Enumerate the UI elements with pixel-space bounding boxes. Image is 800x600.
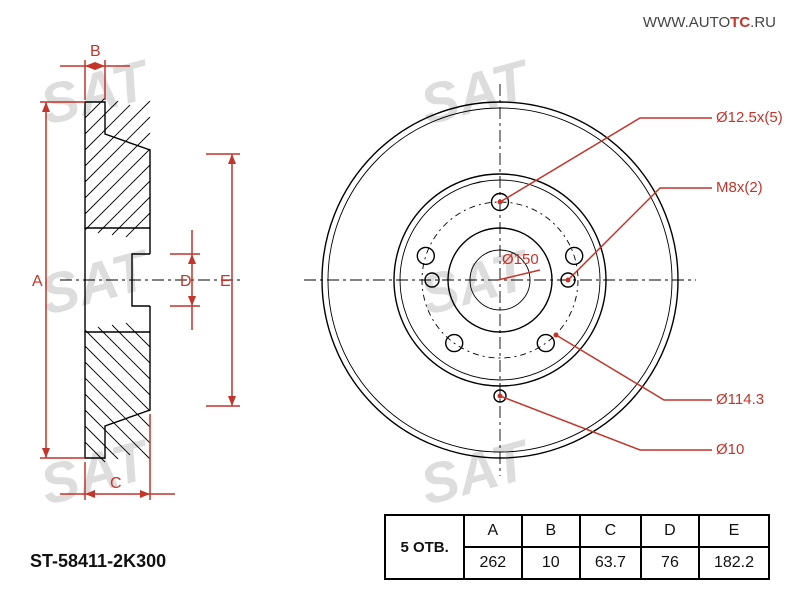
dimension-table: 5 ОТВ. A B C D E 262 10 63.7 76 182.2 [384, 514, 770, 580]
col-B: B [522, 515, 580, 547]
url-suffix: .RU [750, 14, 776, 31]
dim-B: B [90, 43, 101, 60]
dim-A: A [32, 273, 43, 290]
holes-label: 5 ОТВ. [385, 515, 463, 579]
url-accent: TC [730, 14, 750, 31]
technical-drawing: Ø12.5x(5) M8x(2) Ø150 Ø114.3 Ø10 [0, 0, 800, 600]
val-B: 10 [522, 547, 580, 579]
dim-E: E [220, 273, 231, 290]
url-prefix: WWW. [643, 14, 689, 31]
callout-pcd: Ø114.3 [716, 391, 764, 408]
val-A: 262 [464, 547, 522, 579]
side-view [60, 98, 240, 462]
callout-bolt: Ø12.5x(5) [716, 109, 783, 126]
callout-thread: M8x(2) [716, 179, 763, 196]
callout-small: Ø10 [716, 441, 744, 458]
col-E: E [699, 515, 769, 547]
part-number: ST-58411-2K300 [30, 551, 166, 572]
val-E: 182.2 [699, 547, 769, 579]
val-D: 76 [641, 547, 699, 579]
col-A: A [464, 515, 522, 547]
dim-C: C [110, 475, 122, 492]
col-D: D [641, 515, 699, 547]
callout-center: Ø150 [502, 251, 539, 268]
drawing-container: Ø12.5x(5) M8x(2) Ø150 Ø114.3 Ø10 [0, 0, 800, 600]
dim-D: D [180, 273, 192, 290]
url-mid: AUTO [689, 14, 730, 31]
col-C: C [580, 515, 641, 547]
site-url: WWW.AUTOTC.RU [643, 14, 776, 31]
val-C: 63.7 [580, 547, 641, 579]
